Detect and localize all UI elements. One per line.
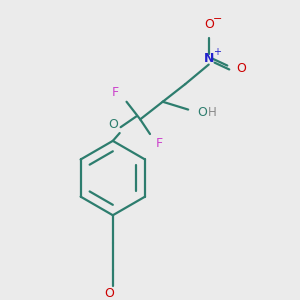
- Text: O: O: [108, 118, 118, 131]
- Text: F: F: [156, 137, 163, 150]
- Text: O: O: [236, 62, 246, 75]
- Text: N: N: [203, 52, 214, 65]
- Text: H: H: [208, 106, 217, 119]
- Text: F: F: [112, 86, 119, 99]
- Text: O: O: [204, 18, 214, 31]
- Text: O: O: [197, 106, 207, 119]
- Text: O: O: [104, 287, 114, 300]
- Text: +: +: [214, 47, 221, 57]
- Text: −: −: [213, 14, 222, 24]
